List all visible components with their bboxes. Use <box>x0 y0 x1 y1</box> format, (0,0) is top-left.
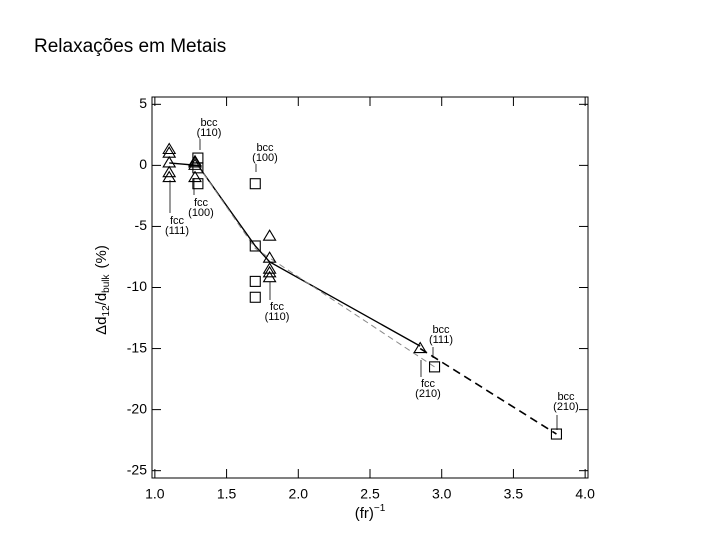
triangle-marker <box>262 229 277 241</box>
square-marker <box>249 240 261 252</box>
x-tick-label: 3.5 <box>504 486 524 502</box>
annotation: bcc <box>432 324 450 336</box>
y-label-main: Δd <box>93 316 110 334</box>
annotation: fcc <box>421 378 436 390</box>
triangle-marker <box>262 265 277 278</box>
y-tick-label: -25 <box>127 461 147 477</box>
triangle-marker <box>162 142 177 155</box>
annotation: fcc <box>270 301 285 313</box>
annotation: (110) <box>265 311 290 323</box>
square-marker <box>192 162 204 174</box>
annotation: (210) <box>415 388 441 400</box>
annotation: fcc <box>170 215 185 227</box>
annotation: (100) <box>252 152 278 164</box>
annotation: (210) <box>553 401 579 413</box>
annotation: fcc <box>194 197 209 209</box>
triangle-marker <box>188 170 202 183</box>
x-tick-label: 2.0 <box>289 486 309 502</box>
square-marker <box>550 428 562 440</box>
triangle-marker <box>162 165 177 178</box>
y-tick-label: 5 <box>139 95 147 111</box>
slide-title: Relaxações em Metais <box>34 36 226 57</box>
line-series <box>419 347 557 435</box>
triangle-marker <box>162 170 177 183</box>
annotation: (100) <box>188 207 214 219</box>
triangle-marker <box>262 270 277 283</box>
annotation: bcc <box>557 391 575 403</box>
y-tick-label: -10 <box>127 278 147 294</box>
triangle-marker <box>413 341 428 354</box>
x-tick-label: 2.5 <box>360 486 380 502</box>
triangle-marker <box>188 155 202 168</box>
x-label-sup: −1 <box>374 503 386 514</box>
square-marker <box>249 291 261 303</box>
y-tick-label: -15 <box>127 339 147 355</box>
x-tick-label: 1.0 <box>145 486 165 502</box>
annotation: (110) <box>197 127 222 139</box>
annotation: (111) <box>429 334 453 346</box>
triangle-marker <box>188 158 202 170</box>
x-tick-label: 3.0 <box>432 486 452 502</box>
annotation: (111) <box>165 225 189 237</box>
triangle-marker <box>162 146 177 158</box>
y-tick-label: -20 <box>127 400 147 416</box>
y-label-unit: (%) <box>93 245 110 268</box>
square-marker <box>192 178 204 190</box>
annotation: bcc <box>256 142 274 154</box>
triangle-marker <box>262 262 277 274</box>
y-tick-label: 0 <box>139 156 147 172</box>
plot-frame <box>151 96 589 479</box>
annotation: bcc <box>200 117 218 129</box>
x-axis-label: (fr)−1 <box>355 503 386 522</box>
line-series <box>197 165 435 368</box>
y-label-sub: 12 <box>101 305 112 317</box>
square-marker <box>249 178 261 190</box>
y-label-sep: /d <box>93 293 110 306</box>
square-marker <box>249 275 261 287</box>
x-tick-label: 4.0 <box>575 486 595 502</box>
triangle-marker <box>162 155 177 168</box>
triangle-marker <box>188 154 202 167</box>
y-axis-label: Δd12/dbulk (%) <box>93 245 112 335</box>
line-series <box>169 162 421 347</box>
y-label-sub: bulk <box>101 273 112 292</box>
square-marker <box>428 361 441 373</box>
y-tick-label: -5 <box>135 217 148 233</box>
x-tick-label: 1.5 <box>217 486 237 502</box>
x-label-main: (fr) <box>355 505 374 522</box>
